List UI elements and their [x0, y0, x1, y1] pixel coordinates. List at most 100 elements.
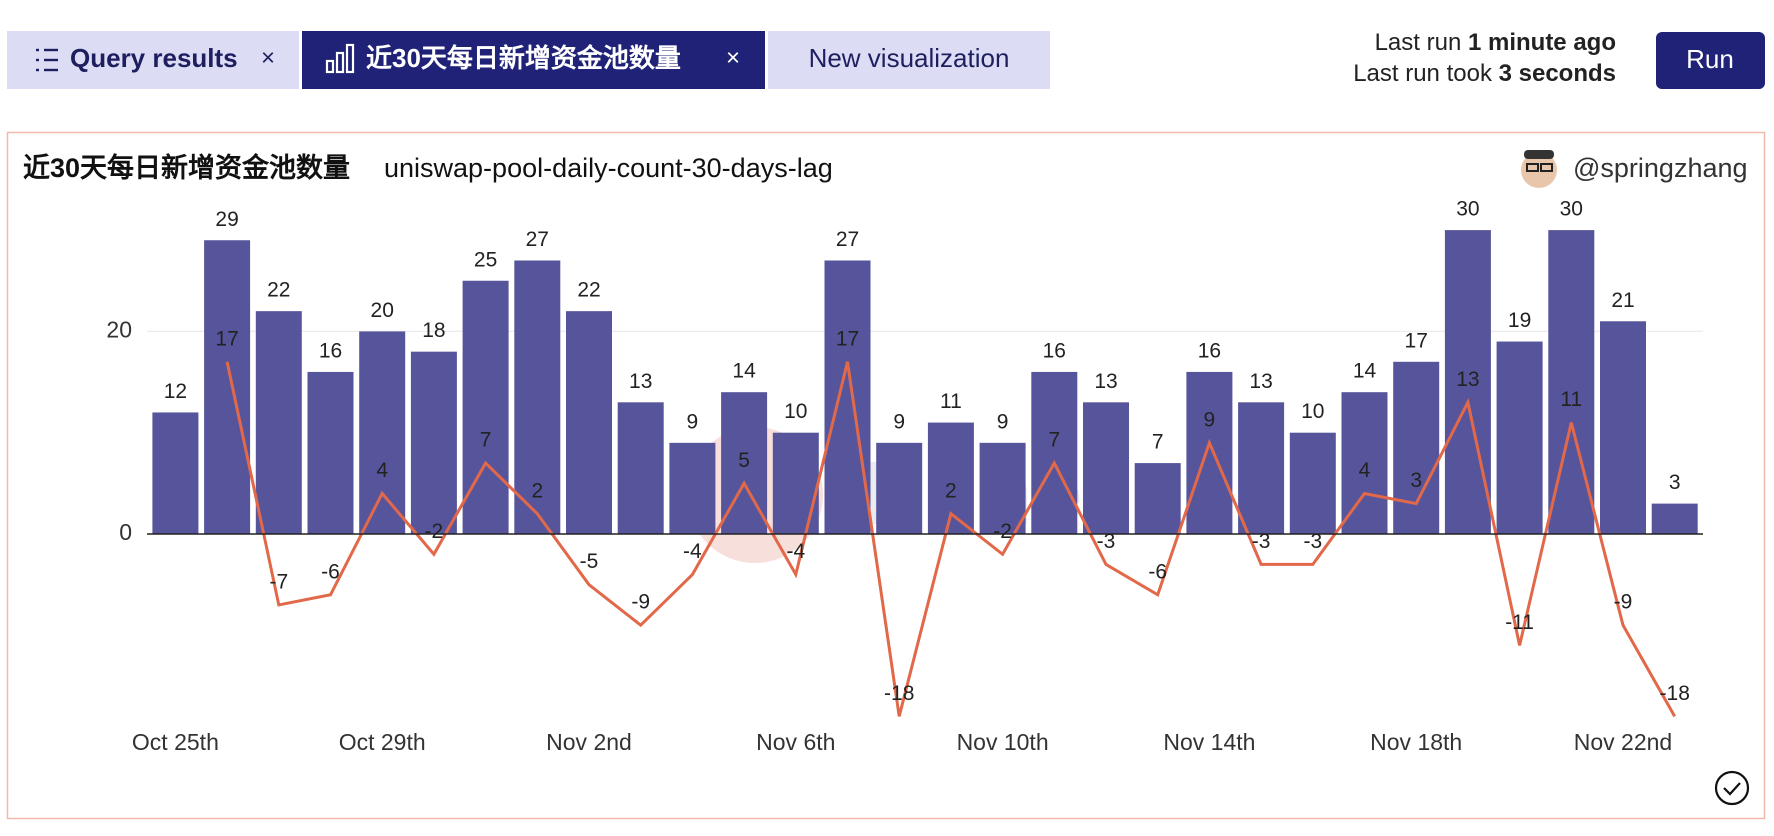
avatar [1521, 150, 1557, 188]
tab-label: New visualization [809, 43, 1010, 73]
bar [462, 280, 509, 534]
data-label: 4 [1359, 459, 1371, 482]
data-label: 5 [738, 449, 750, 472]
bar [307, 371, 354, 534]
data-label: 9 [687, 410, 699, 433]
data-label: 27 [836, 228, 859, 251]
data-label: 27 [526, 228, 549, 251]
took-prefix: Last run took [1353, 60, 1493, 87]
data-label: 11 [940, 390, 962, 413]
bar [979, 442, 1026, 534]
bar [1600, 321, 1646, 534]
bar [204, 240, 251, 535]
data-label: 2 [945, 479, 957, 502]
data-label: -3 [1097, 530, 1116, 553]
bar [1134, 463, 1181, 534]
data-label: -6 [1148, 560, 1167, 583]
close-icon[interactable]: × [261, 44, 275, 71]
data-label: 14 [732, 360, 756, 383]
bar [876, 442, 923, 534]
data-label: 16 [1043, 339, 1066, 362]
bar [514, 260, 561, 534]
check-icon [1714, 770, 1750, 806]
data-label: -6 [321, 560, 340, 583]
data-label: 21 [1611, 289, 1634, 312]
data-label: -18 [884, 682, 914, 705]
data-label: -11 [1505, 611, 1534, 634]
data-label: -9 [631, 591, 650, 614]
tab-label: 近30天每日新增资金池数量 [366, 43, 681, 73]
data-label: -4 [786, 540, 805, 563]
data-label: 29 [215, 208, 238, 231]
x-tick-label: Nov 10th [957, 729, 1049, 755]
x-tick-label: Nov 18th [1370, 729, 1462, 755]
data-label: -5 [580, 550, 599, 573]
tab[interactable] [768, 31, 1050, 89]
data-label: 9 [1204, 408, 1216, 431]
data-label: 30 [1560, 198, 1583, 221]
data-label: -2 [425, 520, 444, 543]
data-label: -2 [993, 520, 1012, 543]
data-label: 17 [1405, 329, 1428, 352]
run-button[interactable] [1656, 32, 1765, 89]
data-label: 12 [164, 380, 187, 403]
tab-label: Query results [70, 43, 238, 73]
bar [359, 331, 406, 534]
data-label: 17 [836, 327, 859, 350]
line [225, 361, 1677, 718]
data-label: 11 [1560, 388, 1582, 411]
data-label: 22 [267, 279, 290, 302]
data-label: 7 [1048, 429, 1060, 452]
data-label: 9 [997, 410, 1009, 433]
data-label: 13 [629, 370, 652, 393]
bar [772, 432, 819, 534]
run-duration: Last run took 3 seconds [1353, 60, 1616, 87]
last-run-value: 1 minute ago [1468, 29, 1616, 56]
author: @springzhang [1573, 153, 1748, 183]
x-tick-label: Nov 6th [756, 729, 835, 755]
data-label: -7 [269, 570, 288, 593]
chart-subtitle: uniswap-pool-daily-count-30-days-lag [384, 153, 833, 183]
x-tick-label: Nov 2nd [546, 729, 632, 755]
data-label: 13 [1094, 370, 1117, 393]
data-label: -9 [1614, 591, 1633, 614]
bar [617, 402, 664, 534]
data-label: 9 [893, 410, 905, 433]
bar [410, 351, 457, 534]
data-label: 18 [422, 319, 445, 342]
check-mark [1723, 782, 1741, 796]
data-label: 16 [1198, 339, 1221, 362]
bar [1289, 432, 1336, 534]
bar [1496, 341, 1543, 534]
y-tick-label: 20 [106, 316, 132, 342]
close-icon[interactable]: × [726, 44, 740, 71]
data-label: 14 [1353, 360, 1377, 383]
bar [566, 311, 612, 534]
chart-title: 近30天每日新增资金池数量 [23, 152, 350, 183]
data-label: 30 [1456, 198, 1479, 221]
bar [1238, 402, 1285, 534]
data-label: 2 [531, 479, 543, 502]
data-label: 10 [784, 400, 807, 423]
y-tick-label: 0 [119, 519, 132, 545]
x-tick-label: Oct 29th [339, 729, 426, 755]
bar [1651, 503, 1698, 534]
list-icon [36, 48, 58, 72]
data-label: 13 [1249, 370, 1272, 393]
last-run-prefix: Last run [1375, 29, 1462, 56]
tab-active[interactable] [302, 31, 765, 89]
data-label: 17 [215, 327, 238, 350]
bar [1031, 371, 1078, 534]
x-tick-label: Nov 14th [1163, 729, 1255, 755]
data-label: 20 [371, 299, 394, 322]
data-label: 13 [1456, 368, 1479, 391]
data-label: 22 [577, 279, 600, 302]
data-label: 7 [1152, 431, 1164, 454]
last-run: Last run 1 minute ago [1375, 29, 1616, 56]
bar [1393, 361, 1440, 534]
data-label: -4 [683, 540, 702, 563]
bar [1186, 371, 1233, 534]
data-label: -18 [1660, 682, 1690, 705]
data-label: -3 [1303, 530, 1322, 553]
